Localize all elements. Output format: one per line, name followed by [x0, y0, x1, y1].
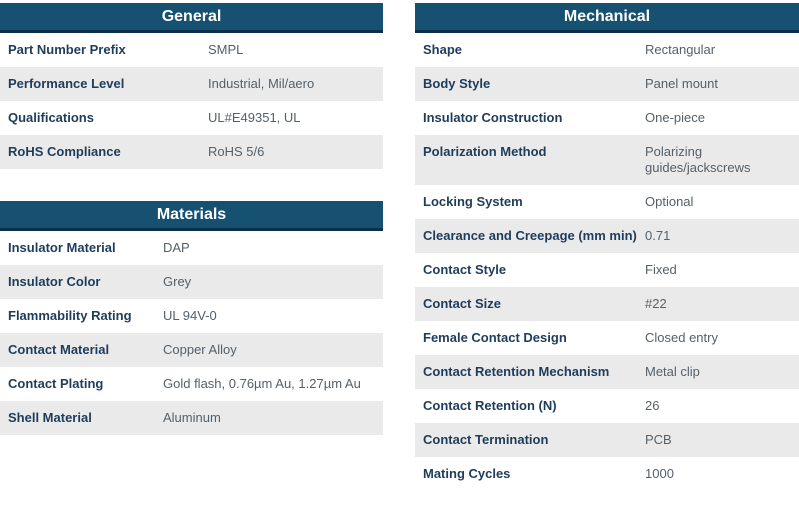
spec-value: UL#E49351, UL — [208, 110, 301, 125]
spec-label: Contact Retention Mechanism — [423, 364, 610, 379]
spec-label: Contact Retention (N) — [423, 398, 557, 413]
spec-row-contact-size: Contact Size #22 — [415, 287, 799, 321]
spec-value: Copper Alloy — [163, 342, 237, 357]
mechanical-table: Mechanical Shape Rectangular Body Style … — [415, 3, 799, 491]
spec-value: Optional — [645, 194, 694, 209]
spec-value: 0.71 — [645, 228, 671, 243]
spec-label: Part Number Prefix — [8, 42, 126, 57]
spec-label: RoHS Compliance — [8, 144, 121, 159]
spec-label: Qualifications — [8, 110, 94, 125]
spec-value: Aluminum — [163, 410, 221, 425]
mechanical-table-title: Mechanical — [415, 3, 799, 33]
spec-row-locking-system: Locking System Optional — [415, 185, 799, 219]
spec-value: PCB — [645, 432, 672, 447]
spec-row-contact-style: Contact Style Fixed — [415, 253, 799, 287]
spec-row-shape: Shape Rectangular — [415, 33, 799, 67]
right-column: Mechanical Shape Rectangular Body Style … — [415, 3, 799, 491]
spec-label: Insulator Material — [8, 240, 116, 255]
spec-row-contact-plating: Contact Plating Gold flash, 0.76µm Au, 1… — [0, 367, 383, 401]
spec-row-insulator-construction: Insulator Construction One-piece — [415, 101, 799, 135]
spec-value: UL 94V-0 — [163, 308, 217, 323]
materials-table: Materials Insulator Material DAP Insulat… — [0, 201, 383, 435]
spec-value: Metal clip — [645, 364, 700, 379]
spec-value: Industrial, Mil/aero — [208, 76, 315, 91]
spec-label: Contact Size — [423, 296, 502, 311]
spec-value: Grey — [163, 274, 192, 289]
spec-label: Contact Termination — [423, 432, 549, 447]
spec-value: Panel mount — [645, 76, 718, 91]
spec-value: Rectangular — [645, 42, 716, 57]
spec-label: Flammability Rating — [8, 308, 132, 323]
materials-rows: Insulator Material DAP Insulator Color G… — [0, 231, 383, 435]
spec-row-body-style: Body Style Panel mount — [415, 67, 799, 101]
spec-value: Fixed — [645, 262, 677, 277]
spec-label: Performance Level — [8, 76, 125, 91]
spec-row-contact-retention-n: Contact Retention (N) 26 — [415, 389, 799, 423]
spec-label: Contact Plating — [8, 376, 104, 391]
spec-row-rohs-compliance: RoHS Compliance RoHS 5/6 — [0, 135, 383, 169]
spec-row-female-contact-design: Female Contact Design Closed entry — [415, 321, 799, 355]
spec-label: Shape — [423, 42, 463, 57]
spec-row-flammability-rating: Flammability Rating UL 94V-0 — [0, 299, 383, 333]
spec-row-contact-termination: Contact Termination PCB — [415, 423, 799, 457]
spec-sheet: General Part Number Prefix SMPL Performa… — [0, 3, 799, 491]
spec-row-performance-level: Performance Level Industrial, Mil/aero — [0, 67, 383, 101]
mechanical-rows: Shape Rectangular Body Style Panel mount… — [415, 33, 799, 491]
spec-label: Insulator Color — [8, 274, 101, 289]
spec-row-mating-cycles: Mating Cycles 1000 — [415, 457, 799, 491]
spec-row-part-number-prefix: Part Number Prefix SMPL — [0, 33, 383, 67]
spec-label: Mating Cycles — [423, 466, 511, 481]
spec-label: Locking System — [423, 194, 523, 209]
spec-label: Contact Material — [8, 342, 110, 357]
spec-value: One-piece — [645, 110, 705, 125]
spec-value: Gold flash, 0.76µm Au, 1.27µm Au — [163, 376, 361, 391]
spec-label: Clearance and Creepage (mm min) — [423, 228, 637, 243]
spec-value: RoHS 5/6 — [208, 144, 265, 159]
spec-row-contact-retention-mechanism: Contact Retention Mechanism Metal clip — [415, 355, 799, 389]
spec-label: Female Contact Design — [423, 330, 567, 345]
spec-label: Insulator Construction — [423, 110, 563, 125]
spec-value: #22 — [645, 296, 667, 311]
general-table: General Part Number Prefix SMPL Performa… — [0, 3, 383, 169]
spec-value: 26 — [645, 398, 660, 413]
spec-label: Shell Material — [8, 410, 92, 425]
spec-label: Polarization Method — [423, 144, 547, 159]
spec-value: 1000 — [645, 466, 674, 481]
materials-table-title: Materials — [0, 201, 383, 231]
spec-row-polarization-method: Polarization Method Polarizing guides/ja… — [415, 135, 799, 185]
spec-row-insulator-color: Insulator Color Grey — [0, 265, 383, 299]
spec-value: Polarizing guides/jackscrews — [645, 144, 751, 175]
spec-value: Closed entry — [645, 330, 718, 345]
spec-row-shell-material: Shell Material Aluminum — [0, 401, 383, 435]
spec-row-insulator-material: Insulator Material DAP — [0, 231, 383, 265]
spec-row-contact-material: Contact Material Copper Alloy — [0, 333, 383, 367]
spec-value: DAP — [163, 240, 190, 255]
spec-row-qualifications: Qualifications UL#E49351, UL — [0, 101, 383, 135]
spec-label: Contact Style — [423, 262, 507, 277]
spec-row-clearance-creepage: Clearance and Creepage (mm min) 0.71 — [415, 219, 799, 253]
general-rows: Part Number Prefix SMPL Performance Leve… — [0, 33, 383, 169]
spec-value: SMPL — [208, 42, 244, 57]
left-column: General Part Number Prefix SMPL Performa… — [0, 3, 383, 491]
spec-label: Body Style — [423, 76, 491, 91]
general-table-title: General — [0, 3, 383, 33]
